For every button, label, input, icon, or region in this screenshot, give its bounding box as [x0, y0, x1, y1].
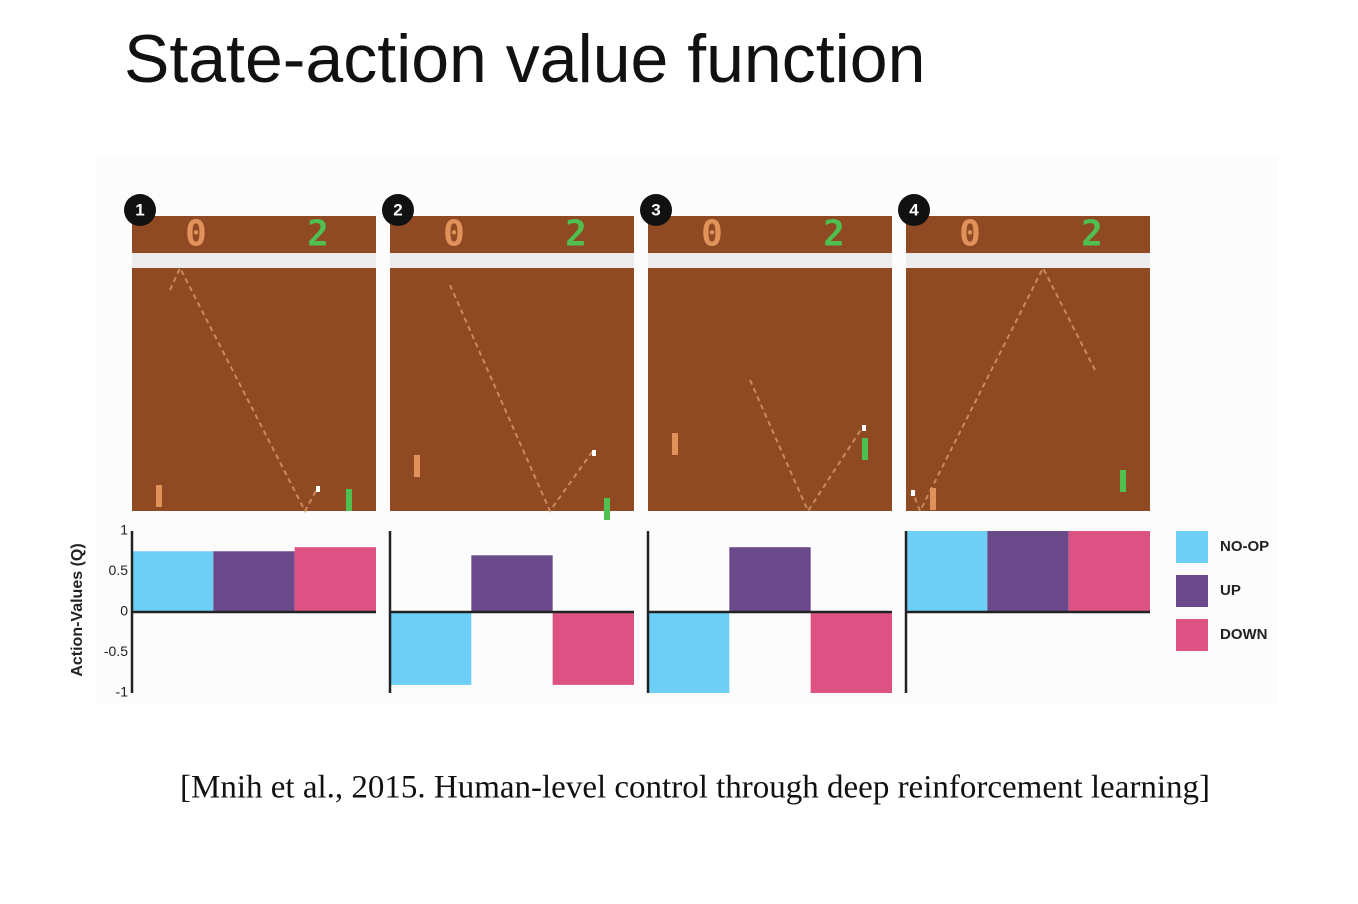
- ball: [592, 450, 596, 456]
- play-field: [390, 268, 634, 511]
- citation: [Mnih et al., 2015. Human-level control …: [180, 770, 1210, 806]
- score-left: 0: [443, 214, 465, 255]
- y-tick-label: -0.5: [104, 643, 128, 659]
- play-field: [648, 268, 892, 511]
- score-right: 2: [565, 214, 587, 255]
- ball-trajectory: [449, 284, 593, 514]
- score-bar: [648, 216, 892, 253]
- play-field: [132, 268, 376, 511]
- frame-badge: [640, 194, 672, 226]
- paddle-right: [346, 489, 352, 511]
- ball-trajectory: [911, 265, 1096, 514]
- frame-number: 4: [909, 201, 919, 220]
- paddle-right: [1120, 470, 1126, 492]
- score-bar: [390, 216, 634, 253]
- bar: [987, 531, 1069, 612]
- bar: [294, 547, 376, 612]
- bar: [729, 547, 811, 612]
- ball-trajectory: [169, 265, 319, 514]
- paddle-right: [862, 438, 868, 460]
- y-tick-label: 0.5: [109, 562, 129, 578]
- score-right: 2: [823, 214, 845, 255]
- frame-badge: [124, 194, 156, 226]
- legend-swatch: [1176, 575, 1208, 607]
- bar: [471, 555, 553, 612]
- legend-label: UP: [1220, 582, 1241, 599]
- score-bar: [132, 216, 376, 253]
- y-tick-label: -1: [116, 684, 129, 700]
- bar: [390, 612, 472, 685]
- y-tick-label: 0: [120, 603, 128, 619]
- paddle-right: [604, 498, 610, 520]
- y-tick-label: 1: [120, 522, 128, 538]
- bar: [213, 551, 295, 612]
- bar: [552, 612, 634, 685]
- legend-swatch: [1176, 619, 1208, 651]
- bar: [1068, 531, 1150, 612]
- frame-badge: [382, 194, 414, 226]
- bar: [648, 612, 730, 693]
- score-left: 0: [959, 214, 981, 255]
- frame-number: 2: [393, 201, 402, 220]
- score-right: 2: [307, 214, 329, 255]
- score-left: 0: [185, 214, 207, 255]
- legend-label: NO-OP: [1220, 538, 1269, 555]
- bar: [810, 612, 892, 693]
- top-wall: [906, 253, 1150, 268]
- play-field: [906, 268, 1150, 511]
- legend-label: DOWN: [1220, 626, 1268, 643]
- paddle-left: [930, 488, 936, 510]
- frame-badge: [898, 194, 930, 226]
- ball: [862, 425, 866, 431]
- bar: [906, 531, 988, 612]
- ball: [316, 486, 320, 492]
- score-bar: [906, 216, 1150, 253]
- paddle-left: [156, 485, 162, 507]
- top-wall: [132, 253, 376, 268]
- y-axis-label: Action-Values (Q): [69, 543, 86, 676]
- paddle-left: [414, 455, 420, 477]
- score-left: 0: [701, 214, 723, 255]
- frame-number: 1: [135, 201, 144, 220]
- slide-title: State-action value function: [124, 21, 925, 97]
- bar: [132, 551, 214, 612]
- legend-swatch: [1176, 531, 1208, 563]
- top-wall: [648, 253, 892, 268]
- frame-number: 3: [651, 201, 660, 220]
- ball: [911, 490, 915, 496]
- top-wall: [390, 253, 634, 268]
- score-right: 2: [1081, 214, 1103, 255]
- ball-trajectory: [749, 379, 863, 514]
- paddle-left: [672, 433, 678, 455]
